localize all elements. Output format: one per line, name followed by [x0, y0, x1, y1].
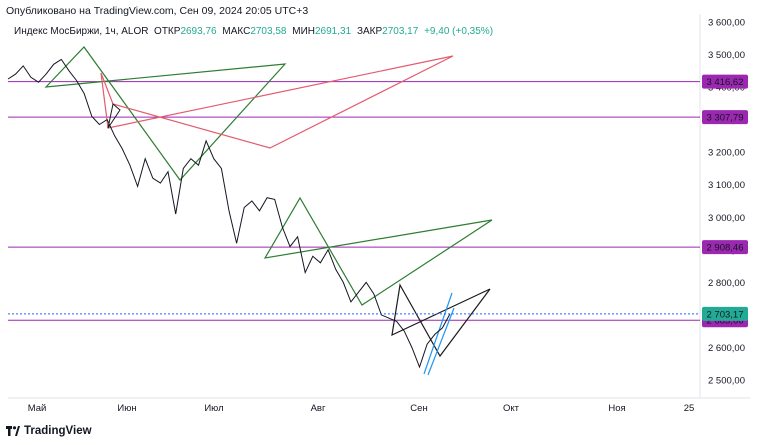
symbol-name: Индекс МосБиржи, 1ч, ALOR [14, 26, 149, 37]
y-tick-label-10: 2 600,00 [708, 343, 745, 354]
tradingview-footer: TradingView [6, 425, 92, 437]
y-tick-label-8: 2 800,00 [708, 278, 745, 289]
y-tick-label-1: 3 500,00 [708, 50, 745, 61]
green-triangle-mid[interactable] [263, 196, 493, 306]
price-series-line [7, 58, 451, 369]
price-tags: 3 416,62 3 307,79 2 908,46 2 683,662 703,17 [702, 74, 748, 328]
level-tag-label-0: 3 416,62 [707, 77, 744, 88]
published-caption: Опубликовано на TradingView.com, Сен 09,… [6, 5, 309, 17]
dark-triangle-mid[interactable] [107, 103, 121, 129]
x-tick-label-4: Сен [410, 403, 427, 414]
low-value: 2691,31 [315, 26, 352, 37]
level-tag-2 [702, 240, 748, 255]
y-tick-label-0: 3 600,00 [708, 18, 745, 29]
y-tick-label-5: 3 100,00 [708, 180, 745, 191]
last-price-tag [702, 306, 748, 321]
red-triangle-top[interactable] [100, 55, 454, 149]
level-tag-label-2: 2 908,46 [707, 243, 744, 254]
x-tick-label-0: Май [28, 403, 47, 414]
y-tick-label-11: 2 500,00 [708, 376, 745, 387]
y-tick-label-4: 3 200,00 [708, 148, 745, 159]
level-tag-0 [702, 74, 748, 89]
level-tag-label-3: 2 683,66 [707, 316, 744, 327]
change-value: +9,40 (+0,35%) [424, 26, 494, 37]
level-tag-1 [702, 110, 748, 125]
horizontal-levels [8, 81, 700, 321]
drawings-layer [44, 46, 493, 376]
price-axis: 3 600,003 500,003 400,003 300,003 200,00… [708, 18, 745, 387]
time-axis: Май Июн Июл Авг Сен Окт Ноя 25 [28, 403, 695, 414]
close-label: ЗАКР [356, 26, 383, 37]
x-tick-label-1: Июн [117, 403, 136, 414]
y-tick-label-6: 3 000,00 [708, 213, 745, 224]
green-triangle-top[interactable] [44, 46, 287, 181]
x-tick-label-5: Окт [503, 403, 520, 414]
high-value: 2703,58 [250, 26, 287, 37]
x-tick-label-2: Июл [204, 403, 223, 414]
high-label: МАКС [222, 26, 251, 37]
x-tick-label-7: 25 [684, 403, 695, 414]
blue-channel-line-1[interactable] [423, 292, 453, 375]
open-value: 2693,76 [180, 26, 217, 37]
symbol-legend: Индекс МосБиржи, 1ч, ALOR ОТКР2693,76 МА… [14, 26, 493, 37]
open-label: ОТКР [154, 26, 181, 37]
close-value: 2703,17 [382, 26, 419, 37]
x-tick-label-6: Ноя [608, 403, 625, 414]
x-tick-label-3: Авг [311, 403, 326, 414]
tradingview-logo-icon [6, 426, 20, 436]
dark-triangle-low[interactable] [391, 283, 491, 358]
level-tag-label-1: 3 307,79 [707, 113, 744, 124]
blue-channel-line-2[interactable] [427, 307, 455, 376]
low-label: МИН [292, 26, 315, 37]
tradingview-brand: TradingView [24, 425, 92, 437]
last-price-tag-label: 2 703,17 [707, 309, 744, 320]
